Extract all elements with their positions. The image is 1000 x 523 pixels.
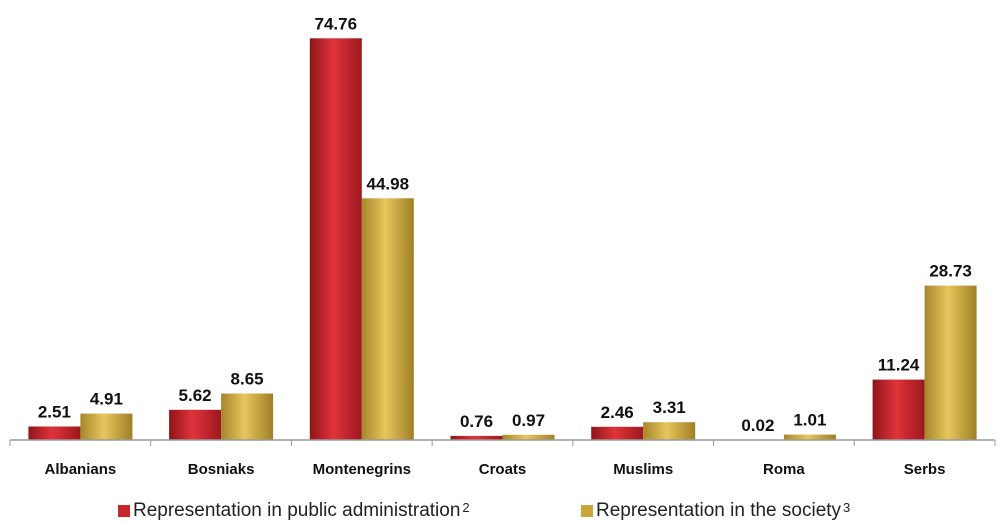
legend-item-society: Representation in the society 3 (581, 498, 850, 523)
bar-value-label: 1.01 (793, 411, 826, 430)
legend: Representation in public administration … (0, 498, 1000, 523)
category-label: Roma (763, 461, 805, 478)
category-label: Muslims (613, 461, 673, 478)
bar-public-administration (450, 435, 503, 440)
category-label: Montenegrins (313, 461, 411, 478)
bar-public-administration (591, 426, 644, 440)
bar-public-administration (309, 38, 362, 441)
bar-society (502, 434, 555, 440)
bar-society (221, 393, 274, 440)
legend-label: Representation in public administration (133, 499, 461, 521)
legend-label: Representation in the society (596, 499, 842, 521)
category-label: Albanians (45, 461, 117, 478)
bar-value-label: 2.51 (38, 403, 71, 422)
category-label: Croats (479, 461, 527, 478)
bar-value-label: 5.62 (179, 386, 212, 405)
bar-value-label: 4.91 (90, 390, 123, 409)
bar-value-label: 3.31 (653, 398, 686, 417)
legend-footnote: 2 (462, 500, 470, 515)
legend-item-public-administration: Representation in public administration … (118, 498, 470, 523)
bar-value-label: 44.98 (367, 174, 410, 193)
bar-public-administration (169, 409, 222, 440)
bar-value-label: 74.76 (315, 14, 358, 33)
bar-society (783, 434, 836, 440)
bar-public-administration (28, 426, 81, 440)
x-axis: Albanians Bosniaks Montenegrins Croats Musli… (9, 439, 996, 478)
bar-chart: Albanians Bosniaks Montenegrins Croats Musli… (9, 14, 996, 478)
bar-society (643, 422, 696, 440)
bar-value-label: 2.46 (601, 403, 634, 422)
value-labels-layer: 2.51 4.91 5.62 8.65 74.76 44.98 0.76 0.97 2.46 3.… (38, 14, 972, 435)
legend-swatch-gold (581, 504, 593, 517)
bar-society (80, 413, 133, 440)
legend-swatch-red (118, 504, 130, 517)
bar-value-label: 28.73 (929, 262, 972, 281)
bar-value-label: 0.76 (460, 412, 493, 431)
bar-society (361, 198, 414, 440)
bar-value-label: 0.97 (512, 411, 545, 430)
legend-footnote: 3 (843, 500, 851, 515)
category-label: Serbs (904, 461, 946, 478)
category-label: Bosniaks (188, 461, 255, 478)
bars-layer (28, 38, 977, 441)
bar-society (924, 285, 977, 440)
bar-public-administration (872, 379, 925, 440)
bar-value-label: 8.65 (231, 370, 264, 389)
bar-value-label: 0.02 (741, 416, 774, 435)
bar-value-label: 11.24 (878, 356, 920, 375)
